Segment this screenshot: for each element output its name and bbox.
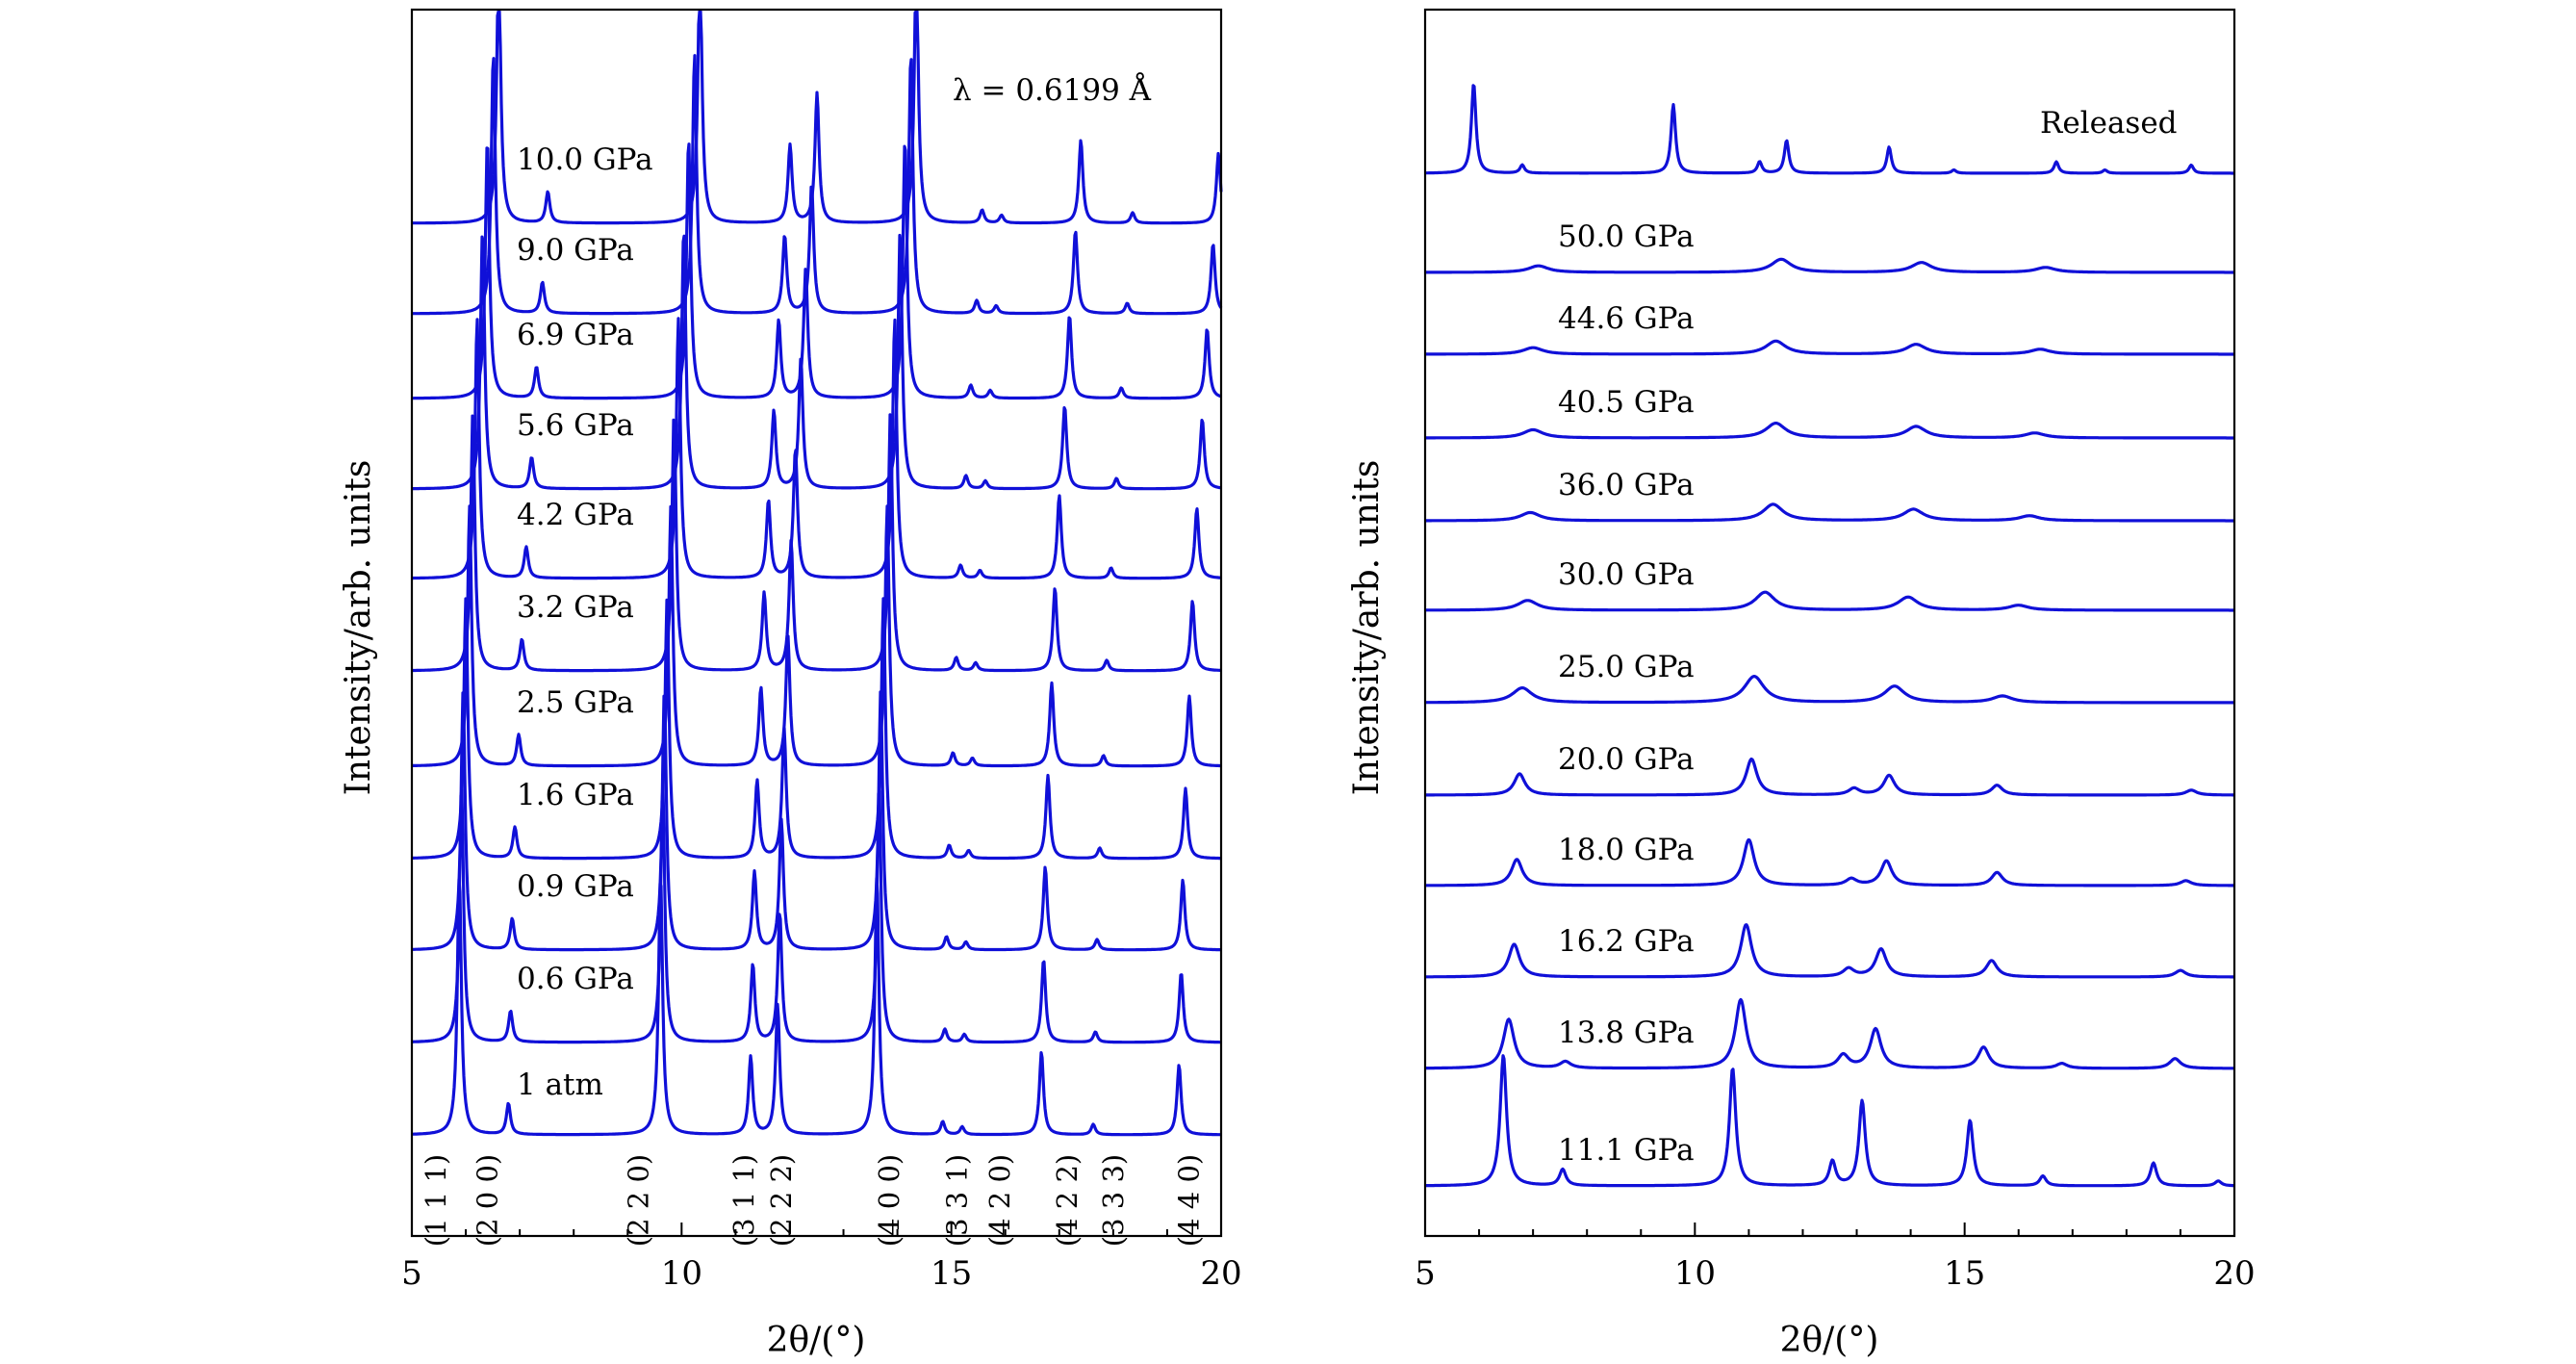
right-trace-line	[1424, 837, 2235, 888]
left-trace-group: 10.0 GPa 9.0 GPa 6.9 GPa 5.6 GPa 4.2 GPa 3.2 …	[411, 10, 1223, 1137]
right-trace-label: 30.0 GPa	[1558, 557, 1695, 592]
left-trace-label: 3.2 GPa	[517, 590, 634, 625]
left-trace-line	[411, 10, 1223, 225]
left-trace-line	[411, 142, 1222, 400]
left-trace-line	[411, 413, 1222, 673]
left-y-axis-label: Intensity/arb. units	[339, 460, 378, 796]
left-trace-label: 4.2 GPa	[517, 498, 634, 532]
reflection-label: (4 2 0)	[983, 1154, 1016, 1247]
left-trace-line	[411, 504, 1222, 768]
left-panel: 10.0 GPa 9.0 GPa 6.9 GPa 5.6 GPa 4.2 GPa 3.2 …	[339, 8, 1242, 1360]
left-x-axis-tick-label: 20	[1200, 1254, 1241, 1293]
left-plot-frame	[410, 8, 1223, 1238]
left-trace-line	[411, 317, 1222, 580]
left-x-ticks: 5 10 15 20	[401, 1222, 1242, 1293]
right-trace-line	[1424, 757, 2235, 797]
right-x-axis-tick-label: 15	[1944, 1254, 1985, 1293]
reflection-label: (4 2 2)	[1051, 1154, 1084, 1247]
left-reflection-labels: (1 1 1) (2 0 0) (2 2 0) (3 1 1) (2 2 2) (4 0 …	[420, 1154, 1205, 1247]
left-trace-label: 1 atm	[517, 1068, 603, 1102]
right-panel: Released 50.0 GPa 44.6 GPa 40.5 GPa 36.0 GPa…	[1347, 8, 2256, 1360]
right-trace-label: 40.5 GPa	[1558, 385, 1695, 420]
left-trace-label: 0.9 GPa	[517, 869, 634, 904]
right-trace-label: 13.8 GPa	[1558, 1016, 1695, 1050]
reflection-label: (2 0 0)	[472, 1154, 504, 1247]
right-x-ticks: 5 10 15 20	[1415, 1222, 2256, 1293]
left-trace-line	[411, 54, 1223, 316]
right-trace-line	[1424, 923, 2235, 979]
reflection-label: (1 1 1)	[420, 1154, 452, 1247]
left-trace-line	[411, 690, 1222, 952]
left-trace-line	[411, 233, 1222, 491]
reflection-label: (4 0 0)	[873, 1154, 905, 1247]
left-trace-label: 0.6 GPa	[517, 962, 634, 996]
left-trace-line	[411, 784, 1222, 1044]
right-x-axis-tick-label: 20	[2213, 1254, 2255, 1293]
right-plot-frame	[1423, 8, 2236, 1238]
wavelength-annotation: λ = 0.6199 Å	[953, 71, 1152, 108]
left-trace-label: 9.0 GPa	[517, 233, 634, 268]
right-trace-label: 25.0 GPa	[1558, 650, 1695, 684]
left-trace-label: 1.6 GPa	[517, 778, 634, 812]
left-x-axis-label: 2θ/(°)	[767, 1321, 866, 1360]
right-x-axis-tick-label: 5	[1415, 1254, 1436, 1293]
right-trace-label: 50.0 GPa	[1558, 219, 1695, 254]
right-x-axis-label: 2θ/(°)	[1780, 1321, 1879, 1360]
right-x-axis-tick-label: 10	[1674, 1254, 1716, 1293]
left-x-axis-tick-label: 15	[931, 1254, 972, 1293]
right-trace-label: 16.2 GPa	[1558, 924, 1695, 959]
left-x-axis-tick-label: 5	[401, 1254, 422, 1293]
right-trace-group: Released 50.0 GPa 44.6 GPa 40.5 GPa 36.0 GPa…	[1424, 84, 2235, 1188]
left-trace-line	[411, 597, 1222, 861]
right-trace-line	[1424, 502, 2235, 523]
reflection-label: (3 3 1)	[940, 1154, 973, 1247]
left-trace-line	[411, 876, 1222, 1137]
left-x-axis-tick-label: 10	[661, 1254, 702, 1293]
right-trace-line	[1424, 997, 2235, 1070]
right-trace-label: 18.0 GPa	[1558, 833, 1695, 867]
right-trace-line	[1424, 590, 2235, 612]
right-trace-line	[1424, 1054, 2235, 1188]
reflection-label: (4 4 0)	[1172, 1154, 1205, 1247]
right-y-axis-label: Intensity/arb. units	[1347, 460, 1387, 796]
right-trace-label: 36.0 GPa	[1558, 468, 1695, 502]
left-trace-label: 6.9 GPa	[517, 318, 634, 352]
right-trace-label: Released	[2040, 106, 2178, 141]
right-trace-label: 11.1 GPa	[1558, 1133, 1695, 1168]
right-trace-line	[1424, 257, 2235, 274]
right-trace-line	[1424, 339, 2235, 356]
left-trace-label: 10.0 GPa	[517, 142, 653, 177]
right-trace-label: 20.0 GPa	[1558, 742, 1695, 777]
reflection-label: (2 2 2)	[765, 1154, 798, 1247]
left-trace-label: 5.6 GPa	[517, 408, 634, 443]
right-trace-line	[1424, 675, 2235, 705]
right-trace-line	[1424, 84, 2235, 175]
right-trace-label: 44.6 GPa	[1558, 301, 1695, 336]
right-trace-line	[1424, 422, 2235, 440]
reflection-label: (3 1 1)	[727, 1154, 760, 1247]
left-trace-label: 2.5 GPa	[517, 685, 634, 720]
